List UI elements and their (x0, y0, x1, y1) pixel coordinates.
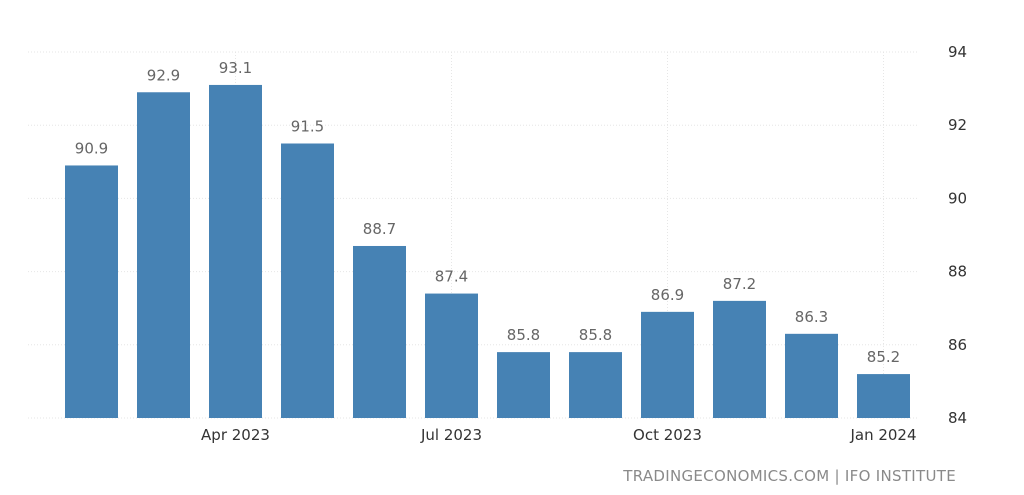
bars (65, 84, 910, 418)
x-tick-label: Jul 2023 (420, 426, 482, 444)
data-label: 91.5 (291, 118, 324, 136)
bar (569, 352, 622, 418)
bar (425, 293, 478, 418)
data-label: 86.9 (651, 286, 684, 304)
bar (497, 352, 550, 418)
y-tick-label: 84 (948, 409, 967, 427)
data-label: 85.8 (507, 326, 540, 344)
x-tick-label: Jan 2024 (849, 426, 916, 444)
data-label: 85.8 (579, 326, 612, 344)
x-tick-label: Apr 2023 (201, 426, 270, 444)
x-tick-label: Oct 2023 (633, 426, 702, 444)
data-label: 88.7 (363, 220, 396, 238)
y-tick-label: 94 (948, 43, 967, 61)
y-tick-label: 88 (948, 263, 967, 281)
bar (857, 374, 910, 418)
data-label: 85.2 (867, 348, 900, 366)
bar (209, 84, 262, 418)
y-tick-label: 86 (948, 336, 967, 354)
data-labels: 90.9 92.9 93.1 91.5 88.7 87.4 85.8 85.8 86.9 87.2… (75, 59, 900, 366)
bar (785, 333, 838, 418)
bar (713, 300, 766, 418)
bar (641, 311, 694, 418)
data-label: 87.4 (435, 268, 468, 286)
data-label: 90.9 (75, 139, 108, 157)
x-axis: Apr 2023 Jul 2023 Oct 2023 Jan 2024 (201, 426, 916, 444)
y-tick-label: 92 (948, 116, 967, 134)
bar (137, 92, 190, 418)
bar (65, 165, 118, 418)
data-label: 92.9 (147, 66, 180, 84)
data-label: 86.3 (795, 308, 828, 326)
y-tick-label: 90 (948, 189, 967, 207)
y-axis: 84 86 88 90 92 94 (948, 43, 967, 427)
bar (281, 143, 334, 418)
bar (353, 245, 406, 418)
data-label: 87.2 (723, 275, 756, 293)
data-label: 93.1 (219, 59, 252, 77)
source-credit: TRADINGECONOMICS.COM | IFO INSTITUTE (623, 467, 956, 485)
